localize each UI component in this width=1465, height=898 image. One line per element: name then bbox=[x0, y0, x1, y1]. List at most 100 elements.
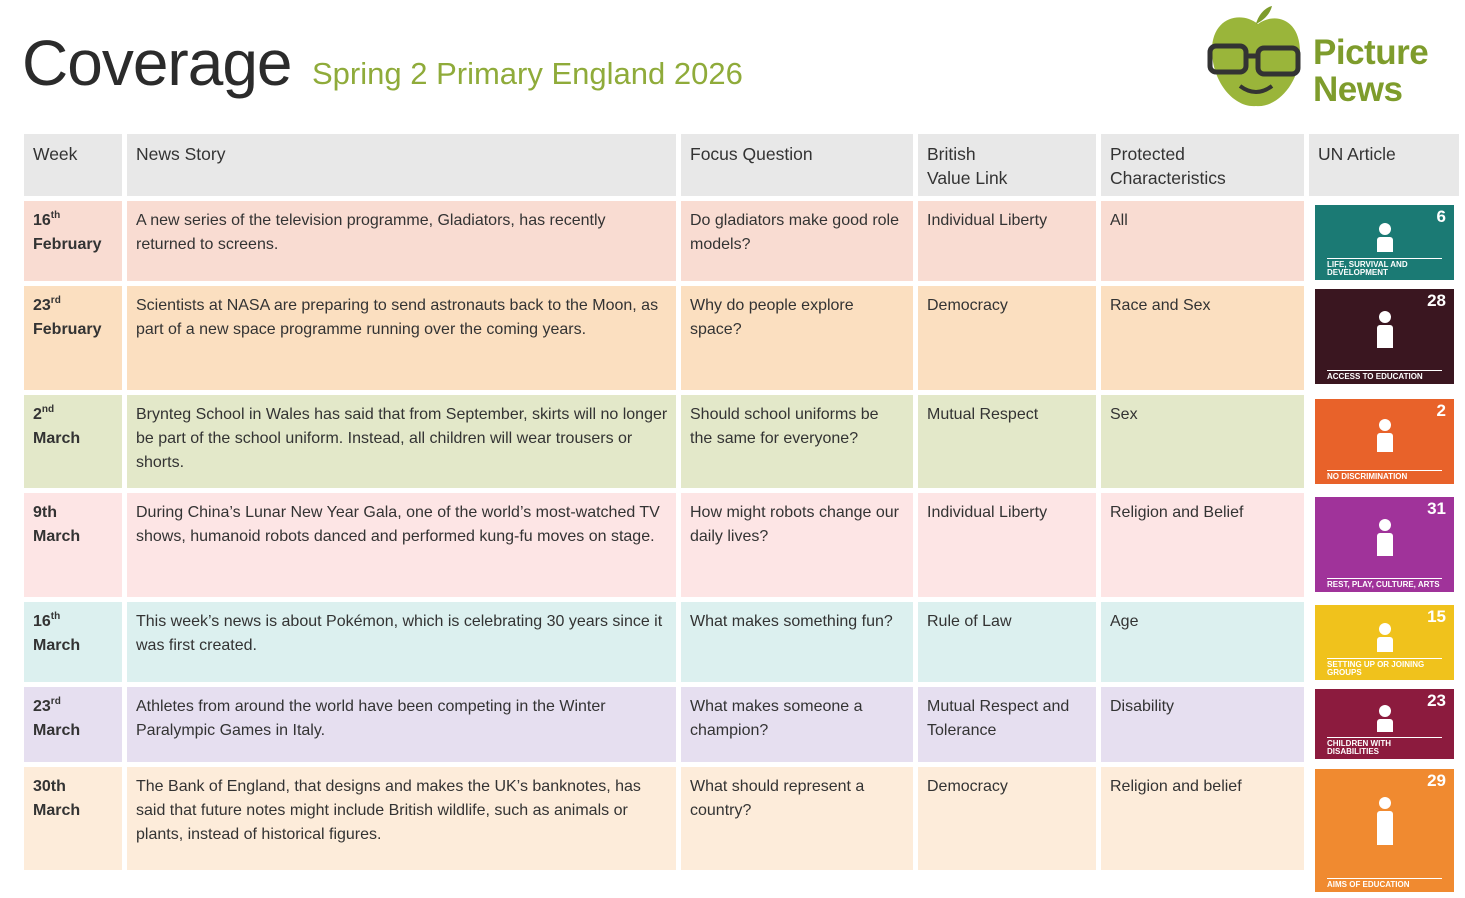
day: 23 bbox=[33, 698, 51, 715]
focus-text: What makes something fun? bbox=[690, 613, 893, 630]
british-value-text: Individual Liberty bbox=[927, 504, 1048, 521]
news-text: Athletes from around the world have been… bbox=[136, 698, 606, 739]
protected-cell: All bbox=[1101, 201, 1304, 281]
week-month: February bbox=[33, 236, 102, 253]
icon-figure bbox=[1370, 418, 1400, 473]
protected-text: Religion and belief bbox=[1110, 778, 1242, 795]
un-caption: NO DISCRIMINATION bbox=[1327, 470, 1442, 481]
subtitle: Spring 2 Primary England 2026 bbox=[312, 56, 743, 91]
news-text: This week’s news is about Pokémon, which… bbox=[136, 613, 663, 654]
week-month: March bbox=[33, 430, 81, 447]
un-icon: 15 SETTING UP OR JOINING GROUPS bbox=[1315, 605, 1454, 680]
logo-icon bbox=[1207, 6, 1301, 107]
protected-cell: Sex bbox=[1101, 395, 1304, 488]
protected-text: Race and Sex bbox=[1110, 297, 1211, 314]
icon-figure bbox=[1370, 622, 1400, 677]
focus-cell: What makes something fun? bbox=[681, 602, 913, 682]
day-suffix: rd bbox=[50, 295, 61, 306]
un-caption: REST, PLAY, CULTURE, ARTS bbox=[1327, 578, 1442, 589]
un-caption: LIFE, SURVIVAL AND DEVELOPMENT bbox=[1327, 258, 1442, 277]
news-text: A new series of the television programme… bbox=[136, 212, 606, 253]
un-icon: 29 AIMS OF EDUCATION bbox=[1315, 769, 1454, 892]
news-cell: Athletes from around the world have been… bbox=[127, 687, 676, 762]
week-month: February bbox=[33, 321, 102, 338]
news-text: The Bank of England, that designs and ma… bbox=[136, 778, 641, 843]
news-cell: This week’s news is about Pokémon, which… bbox=[127, 602, 676, 682]
british-value-text: Individual Liberty bbox=[927, 212, 1048, 229]
header-cell: News Story bbox=[127, 134, 676, 196]
day: 16 bbox=[33, 613, 51, 630]
news-cell: The Bank of England, that designs and ma… bbox=[127, 767, 676, 870]
header-text: Characteristics bbox=[1110, 168, 1226, 188]
icon-figure bbox=[1370, 222, 1400, 277]
day-suffix: nd bbox=[41, 404, 55, 415]
british-value-text: Mutual Respect and Tolerance bbox=[927, 698, 1070, 739]
icon-figure bbox=[1370, 704, 1400, 759]
un-caption: AIMS OF EDUCATION bbox=[1327, 878, 1442, 889]
british-value-cell: Individual Liberty bbox=[918, 493, 1096, 597]
focus-cell: Why do people explore space? bbox=[681, 286, 913, 390]
un-number: 15 bbox=[1427, 607, 1446, 626]
british-value-text: Mutual Respect bbox=[927, 406, 1039, 423]
protected-text: All bbox=[1110, 212, 1128, 229]
week-month: March bbox=[33, 722, 81, 739]
focus-text: Should school uniforms be the same for e… bbox=[690, 406, 879, 447]
focus-text: What makes someone a champion? bbox=[690, 698, 863, 739]
un-icon: 28 ACCESS TO EDUCATION bbox=[1315, 289, 1454, 384]
protected-text: Age bbox=[1110, 613, 1139, 630]
header-text: Focus Question bbox=[690, 144, 813, 164]
day-suffix: th bbox=[50, 611, 61, 622]
protected-cell: Disability bbox=[1101, 687, 1304, 762]
focus-cell: Should school uniforms be the same for e… bbox=[681, 395, 913, 488]
header-text: Protected bbox=[1110, 144, 1185, 164]
news-text: Scientists at NASA are preparing to send… bbox=[136, 297, 659, 338]
week-cell: 9th March bbox=[24, 493, 122, 597]
un-number: 28 bbox=[1427, 291, 1446, 310]
focus-cell: What makes someone a champion? bbox=[681, 687, 913, 762]
week-month: March bbox=[33, 637, 81, 654]
week-day: 30th bbox=[33, 775, 114, 799]
header-text: British bbox=[927, 144, 976, 164]
header-cell: UN Article bbox=[1309, 134, 1459, 196]
week-day: 23rd bbox=[33, 695, 114, 719]
header-cell: Week bbox=[24, 134, 122, 196]
un-icon: 31 REST, PLAY, CULTURE, ARTS bbox=[1315, 497, 1454, 592]
british-value-cell: Democracy bbox=[918, 286, 1096, 390]
un-icon: 2 NO DISCRIMINATION bbox=[1315, 399, 1454, 484]
week-day: 23rd bbox=[33, 294, 114, 318]
un-number: 23 bbox=[1427, 691, 1446, 710]
title: Coverage bbox=[22, 27, 292, 99]
week-day: 2nd bbox=[33, 403, 114, 427]
header-cell: British Value Link bbox=[918, 134, 1096, 196]
un-caption: CHILDREN WITH DISABILITIES bbox=[1327, 737, 1442, 756]
week-month: March bbox=[33, 802, 81, 819]
british-value-cell: Individual Liberty bbox=[918, 201, 1096, 281]
un-caption: SETTING UP OR JOINING GROUPS bbox=[1327, 658, 1442, 677]
un-number: 29 bbox=[1427, 771, 1446, 790]
day: 30th bbox=[33, 778, 66, 795]
header-text: UN Article bbox=[1318, 144, 1396, 164]
focus-text: Why do people explore space? bbox=[690, 297, 854, 338]
british-value-cell: Democracy bbox=[918, 767, 1096, 870]
protected-text: Religion and Belief bbox=[1110, 504, 1244, 521]
news-cell: Scientists at NASA are preparing to send… bbox=[127, 286, 676, 390]
protected-cell: Religion and Belief bbox=[1101, 493, 1304, 597]
icon-figure bbox=[1370, 310, 1400, 365]
header-cell: Protected Characteristics bbox=[1101, 134, 1304, 196]
british-value-cell: Rule of Law bbox=[918, 602, 1096, 682]
british-value-text: Democracy bbox=[927, 778, 1008, 795]
protected-text: Disability bbox=[1110, 698, 1175, 715]
news-cell: During China’s Lunar New Year Gala, one … bbox=[127, 493, 676, 597]
day: 23 bbox=[33, 297, 51, 314]
week-cell: 2nd March bbox=[24, 395, 122, 488]
header-text: Value Link bbox=[927, 168, 1008, 188]
british-value-text: Rule of Law bbox=[927, 613, 1012, 630]
protected-cell: Race and Sex bbox=[1101, 286, 1304, 390]
day-suffix: th bbox=[50, 210, 61, 221]
logo-line: News bbox=[1313, 70, 1403, 109]
focus-text: Do gladiators make good role models? bbox=[690, 212, 900, 253]
week-day: 16th bbox=[33, 610, 114, 634]
header-text: News Story bbox=[136, 144, 226, 164]
icon-figure bbox=[1370, 518, 1400, 573]
